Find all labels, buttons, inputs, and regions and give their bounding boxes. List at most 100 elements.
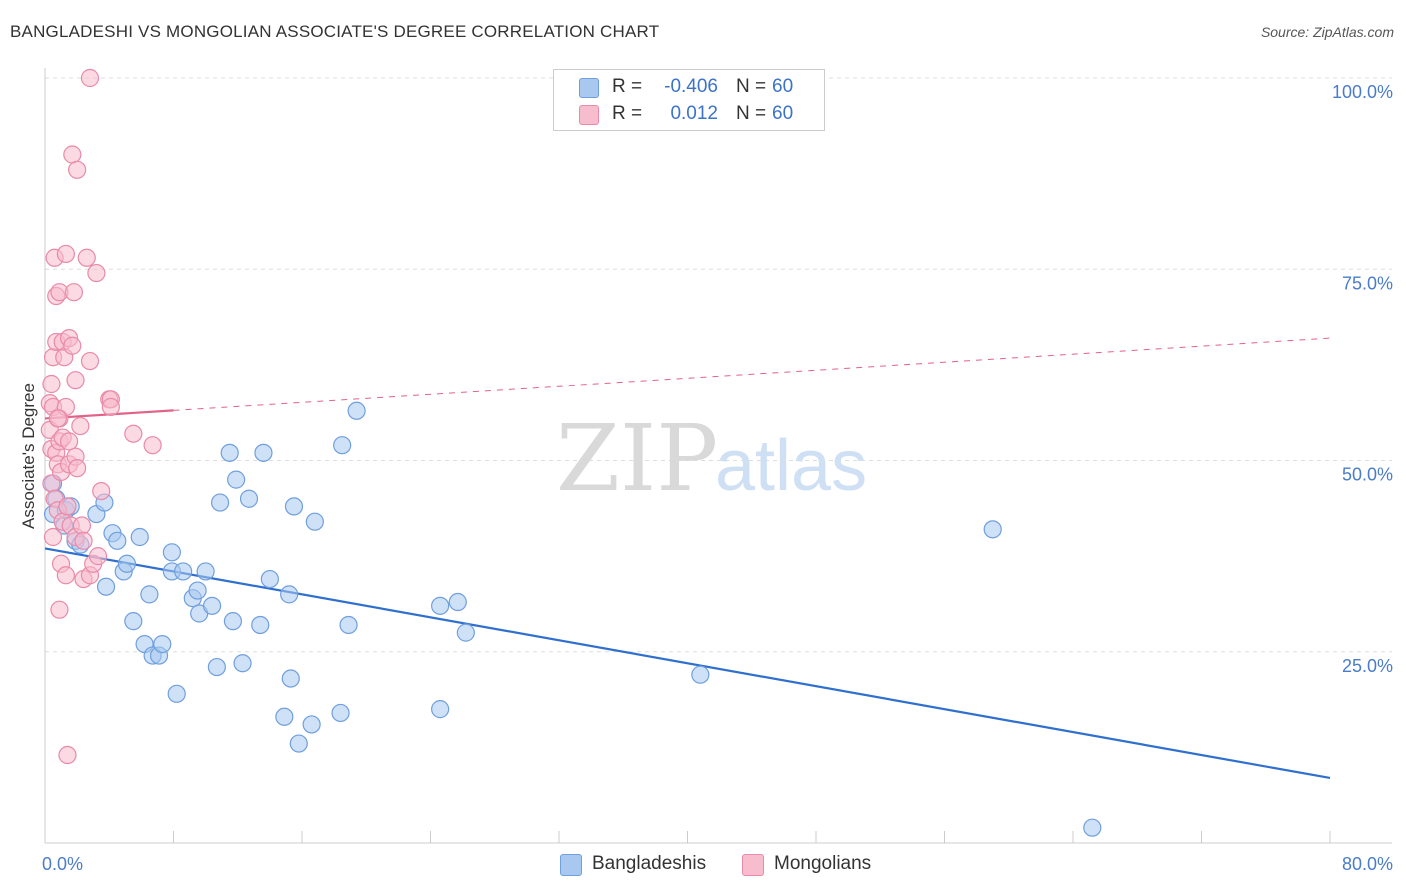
point-mongolian (50, 600, 69, 619)
y-tick-label: 75.0% (1342, 273, 1393, 293)
point-bangladeshi (305, 512, 324, 531)
axes (44, 68, 1392, 844)
r-value: 0.012 (670, 103, 718, 124)
point-bangladeshi (431, 700, 450, 719)
legend-swatch-blue (579, 78, 599, 98)
point-mongolian (59, 432, 79, 451)
point-bangladeshi (284, 497, 304, 516)
point-bangladeshi (281, 669, 300, 688)
watermark-zip: ZIP (556, 405, 718, 512)
point-bangladeshi (210, 493, 230, 512)
point-bangladeshi (196, 562, 215, 581)
point-bangladeshi (174, 562, 193, 581)
source-credit: Source: ZipAtlas.com (1260, 24, 1394, 40)
point-bangladeshi (227, 470, 246, 489)
watermark-atlas: atlas (715, 426, 867, 506)
point-bangladeshi (983, 520, 1002, 539)
point-mongolian (56, 244, 75, 264)
point-mongolian (43, 527, 63, 547)
point-bangladeshi (202, 596, 222, 615)
point-mongolian (80, 351, 100, 371)
legend-swatch-blue (560, 854, 582, 876)
r-value: -0.406 (664, 76, 718, 97)
point-mongolian (71, 416, 90, 436)
point-mongolian (143, 436, 162, 455)
point-bangladeshi (124, 612, 143, 631)
point-bangladeshi (347, 401, 366, 420)
correlation-legend: R = -0.406 N = 60 R = 0.012 N = 60 (553, 69, 825, 131)
tick-labels: 25.0% 50.0% 75.0% 100.0% 0.0% 80.0% (42, 82, 1393, 874)
point-bangladeshi (140, 585, 159, 604)
point-bangladeshi (188, 581, 207, 600)
point-bangladeshi (162, 543, 181, 562)
point-mongolian (58, 497, 77, 516)
point-bangladeshi (223, 612, 243, 631)
n-value: 60 (772, 76, 794, 97)
point-mongolian (92, 482, 111, 501)
legend-swatch-pink (579, 105, 599, 125)
point-mongolian (64, 283, 84, 302)
point-mongolian (77, 248, 96, 267)
n-value: 60 (772, 103, 794, 124)
point-mongolian (63, 336, 82, 355)
point-mongolian (68, 160, 87, 179)
legend-label: Mongolians (774, 853, 872, 874)
legend-swatch-pink (742, 854, 764, 876)
point-bangladeshi (260, 569, 279, 589)
point-mongolian (56, 566, 75, 585)
point-mongolian (124, 424, 143, 443)
point-mongolian (74, 531, 93, 550)
point-mongolian (101, 397, 120, 417)
data-points (40, 68, 1102, 837)
point-bangladeshi (108, 531, 127, 550)
chart-title: BANGLADESHI VS MONGOLIAN ASSOCIATE'S DEG… (10, 22, 660, 41)
n-label: N = (736, 103, 767, 124)
point-bangladeshi (220, 443, 239, 462)
r-label: R = (612, 103, 643, 124)
point-mongolian (68, 459, 87, 478)
point-bangladeshi (339, 615, 358, 635)
point-bangladeshi (117, 554, 137, 573)
point-bangladeshi (302, 715, 321, 734)
point-bangladeshi (251, 615, 270, 635)
point-bangladeshi (167, 684, 186, 703)
x-tick-label: 0.0% (42, 854, 83, 874)
point-mongolian (63, 145, 82, 164)
y-tick-label: 25.0% (1342, 656, 1393, 676)
point-bangladeshi (331, 703, 350, 723)
point-bangladeshi (448, 592, 467, 612)
point-bangladeshi (239, 489, 259, 508)
point-mongolian (42, 374, 61, 394)
point-bangladeshi (275, 707, 294, 726)
y-axis-label: Associate's Degree (19, 383, 38, 529)
point-bangladeshi (96, 577, 116, 596)
point-mongolian (58, 745, 77, 765)
gridlines (45, 77, 1392, 653)
point-bangladeshi (153, 634, 172, 654)
trend-line-bangladeshis (44, 547, 1331, 780)
point-bangladeshi (254, 443, 273, 462)
x-tick-label: 80.0% (1342, 854, 1393, 874)
point-mongolian (80, 68, 100, 88)
y-tick-label: 50.0% (1342, 465, 1393, 485)
point-bangladeshi (130, 527, 149, 547)
n-label: N = (736, 76, 767, 97)
point-mongolian (72, 516, 92, 535)
point-bangladeshi (289, 734, 308, 753)
point-mongolian (88, 547, 108, 566)
point-bangladeshi (333, 436, 352, 455)
point-mongolian (48, 409, 67, 428)
trend-line-mongolians-dashed (173, 337, 1331, 411)
legend-row-bangladeshis: R = -0.406 N = 60 (554, 74, 824, 100)
point-mongolian (87, 263, 106, 283)
point-bangladeshi (1083, 818, 1102, 837)
point-bangladeshi (280, 585, 299, 604)
point-bangladeshi (691, 665, 710, 684)
legend-label: Bangladeshis (592, 853, 707, 874)
point-mongolian (66, 371, 85, 390)
point-bangladeshi (456, 623, 475, 642)
r-label: R = (612, 76, 643, 97)
y-tick-label: 100.0% (1332, 82, 1393, 102)
point-bangladeshi (207, 657, 226, 677)
